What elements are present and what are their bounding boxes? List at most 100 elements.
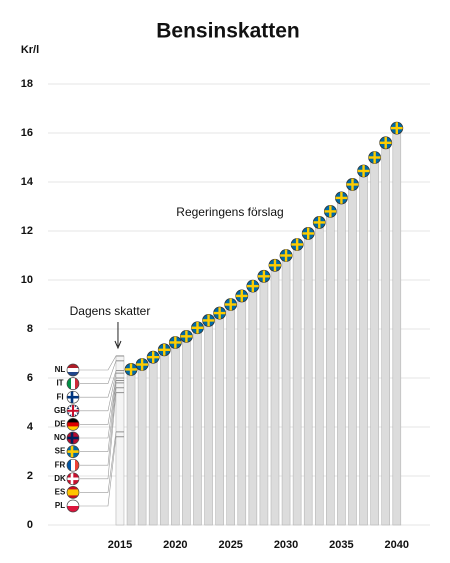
chart-title: Bensinskatten	[156, 20, 300, 43]
flag-cross	[163, 343, 166, 356]
bar-marker	[301, 227, 315, 240]
country-flag	[66, 431, 80, 445]
bar	[137, 364, 147, 526]
flag-stripe	[67, 426, 79, 431]
bar-marker	[135, 358, 149, 371]
y-tick-label: 12	[21, 225, 33, 237]
flag-ring	[66, 377, 80, 390]
flag-stripe	[75, 459, 79, 472]
flag-cross	[340, 191, 343, 204]
country-label: DE	[54, 420, 66, 429]
bar-marker	[157, 343, 171, 357]
flag-stripe	[67, 506, 79, 512]
flag-cross	[307, 227, 310, 240]
leader-line	[80, 387, 117, 466]
flag-cross	[70, 472, 74, 485]
bar-marker	[146, 350, 160, 364]
flag-ring	[66, 486, 80, 499]
country-flag	[66, 472, 80, 486]
country-label: FR	[55, 460, 66, 469]
leader-line	[80, 380, 117, 439]
bar-marker	[346, 178, 359, 191]
bar	[370, 157, 379, 526]
flag-cross	[329, 205, 332, 218]
flag-cross	[151, 351, 155, 364]
flag-ring	[66, 363, 80, 377]
flag-stripe	[67, 377, 72, 390]
y-tick-label: 18	[21, 78, 33, 90]
bar	[326, 211, 335, 526]
country-flag	[66, 377, 80, 390]
bar	[182, 336, 191, 526]
flag-cross	[351, 178, 354, 191]
flag-cross	[196, 321, 199, 334]
flag-cross	[295, 238, 299, 251]
x-tick-label: 2020	[163, 539, 187, 551]
flag-ring	[66, 390, 80, 404]
bar-marker	[279, 249, 293, 262]
flag-stripe	[67, 500, 79, 507]
bar	[348, 184, 357, 526]
flag-stripe	[71, 377, 76, 390]
flag-cross	[185, 330, 188, 343]
country-flag	[66, 418, 80, 431]
bar-marker	[224, 298, 238, 311]
leader-line	[80, 373, 117, 412]
bar-marker	[312, 216, 326, 229]
flag-stripe	[67, 459, 72, 472]
country-flag	[66, 363, 80, 377]
country-label: PL	[55, 501, 65, 510]
x-tick-label: 2040	[385, 539, 409, 551]
annotation: Regeringens förslag	[176, 205, 283, 219]
bar	[359, 170, 368, 526]
flag-cross	[251, 280, 255, 293]
y-tick-label: 4	[27, 421, 34, 433]
country-label: SE	[55, 447, 66, 456]
leader-line	[80, 360, 117, 384]
flag-cross	[229, 298, 232, 311]
bar	[215, 312, 224, 526]
leader-line	[80, 392, 117, 480]
x-tick-label: 2035	[329, 539, 353, 551]
leader-line	[80, 431, 117, 493]
bar	[193, 327, 202, 526]
bar-marker	[191, 321, 204, 335]
bar	[392, 127, 402, 526]
bar-marker	[390, 121, 404, 135]
flag-cross	[174, 336, 177, 349]
country-flag	[66, 445, 80, 458]
bar-marker	[257, 269, 271, 283]
bar	[314, 222, 324, 526]
leader-line	[80, 370, 117, 398]
plot	[66, 121, 404, 526]
flag-cross	[273, 259, 277, 272]
flag-cross	[140, 358, 144, 371]
leader-line	[80, 355, 117, 371]
bar	[270, 264, 280, 526]
bar-marker	[202, 314, 215, 327]
country-label: NL	[55, 365, 66, 374]
flag-stripe	[67, 492, 79, 496]
flag-cross	[70, 445, 74, 458]
bar	[303, 233, 313, 526]
y-tick-label: 14	[21, 176, 34, 188]
country-label: ES	[55, 488, 66, 497]
y-tick-label: 2	[27, 470, 33, 482]
country-label: FI	[56, 392, 63, 401]
country-flag	[66, 404, 80, 418]
bar	[171, 342, 180, 526]
flag-cross	[207, 314, 210, 327]
flag-stripe	[67, 372, 79, 376]
flag-cross	[373, 151, 376, 164]
flag-stripe	[67, 422, 79, 427]
flag-stripe	[67, 418, 79, 423]
flag-ring	[66, 404, 80, 418]
country-flag	[66, 458, 80, 472]
flag-stripe	[67, 486, 79, 490]
flag-ring	[66, 418, 80, 431]
bar	[237, 295, 247, 526]
bar-marker	[168, 336, 182, 349]
flag-cross	[395, 122, 398, 135]
flag-ring	[66, 499, 80, 513]
